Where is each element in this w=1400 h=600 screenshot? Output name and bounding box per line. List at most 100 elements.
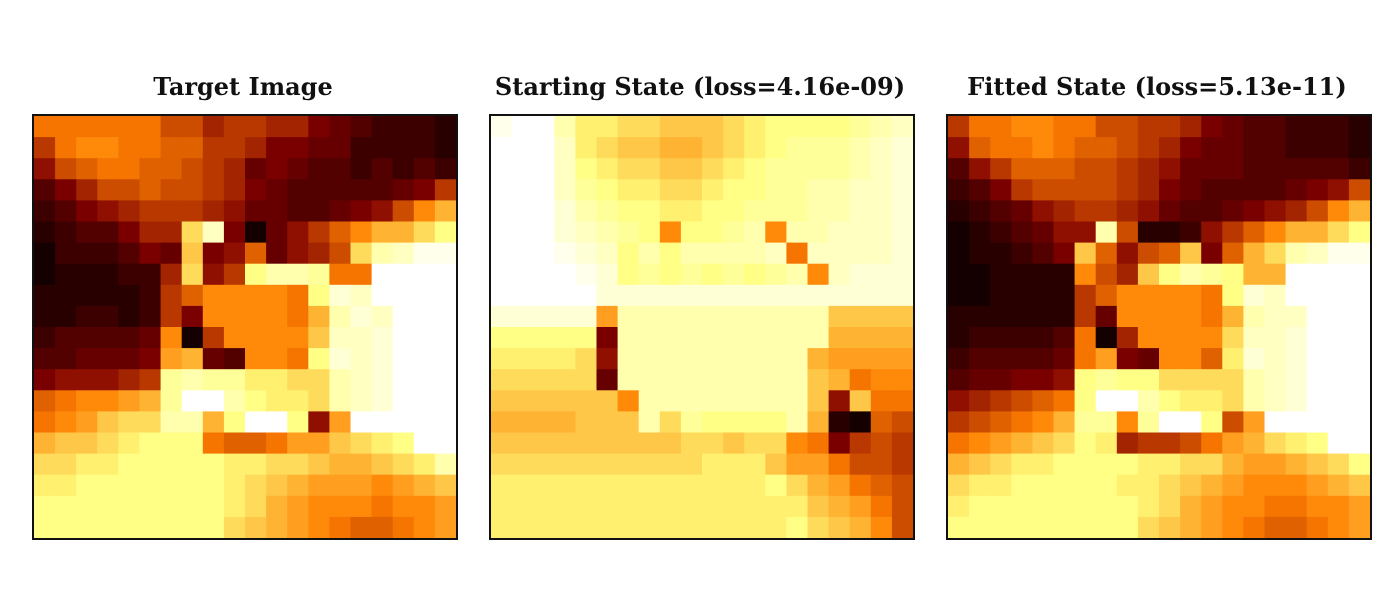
- heatmap-cell: [1180, 305, 1202, 328]
- heatmap-cell: [1348, 348, 1370, 370]
- heatmap-cell: [118, 516, 140, 538]
- heatmap-cell: [891, 116, 913, 138]
- heatmap-cell: [1053, 263, 1076, 286]
- heatmap-cell: [287, 453, 309, 476]
- heatmap-cell: [1137, 221, 1160, 244]
- heatmap-cell: [139, 305, 162, 328]
- heatmap-cell: [891, 432, 913, 455]
- heatmap-cell: [1327, 390, 1350, 412]
- heatmap-cell: [786, 495, 808, 518]
- heatmap-cell: [512, 221, 534, 244]
- heatmap-cell: [329, 327, 351, 349]
- heatmap-cell: [55, 200, 77, 222]
- heatmap-cell: [554, 158, 576, 180]
- heatmap-cell: [659, 390, 682, 412]
- heatmap-cell: [1327, 242, 1350, 265]
- heatmap-cell: [828, 327, 851, 349]
- heatmap-cell: [828, 242, 851, 265]
- heatmap-cell: [413, 369, 436, 391]
- heatmap-cell: [969, 474, 991, 497]
- heatmap-cell: [371, 284, 394, 307]
- heatmap-cell: [223, 263, 246, 286]
- heatmap-cell: [413, 137, 436, 159]
- heatmap-cell: [1095, 242, 1118, 265]
- heatmap-cell: [1074, 305, 1097, 328]
- heatmap-cell: [1180, 221, 1202, 244]
- heatmap-cell: [596, 348, 619, 370]
- heatmap-cell: [596, 200, 619, 222]
- heatmap-cell: [413, 390, 436, 412]
- heatmap-cell: [1306, 200, 1329, 222]
- heatmap-cell: [223, 116, 246, 138]
- heatmap-cell: [245, 432, 267, 455]
- heatmap-cell: [1222, 200, 1244, 222]
- heatmap-cell: [245, 284, 267, 307]
- heatmap-cell: [807, 179, 830, 201]
- heatmap-cell: [1201, 327, 1223, 349]
- heatmap-cell: [1180, 137, 1202, 159]
- heatmap-cell: [1032, 516, 1054, 538]
- heatmap-cell: [1074, 516, 1097, 538]
- heatmap-cell: [702, 179, 724, 201]
- heatmap-cell: [1243, 305, 1265, 328]
- heatmap-cell: [392, 263, 415, 286]
- heatmap-cell: [990, 137, 1012, 159]
- heatmap-cell: [870, 263, 893, 286]
- heatmap-cell: [350, 242, 373, 265]
- heatmap-cell: [617, 200, 640, 222]
- heatmap-cell: [807, 453, 830, 476]
- heatmap-cell: [870, 284, 893, 307]
- heatmap-cell: [1032, 200, 1054, 222]
- heatmap-cell: [350, 137, 373, 159]
- heatmap-cell: [680, 369, 703, 391]
- heatmap-cell: [765, 284, 787, 307]
- heatmap-cell: [659, 327, 682, 349]
- heatmap-cell: [223, 495, 246, 518]
- heatmap-cell: [969, 369, 991, 391]
- heatmap-cell: [245, 390, 267, 412]
- heatmap-cell: [969, 200, 991, 222]
- heatmap-cell: [1116, 263, 1139, 286]
- heatmap-cell: [1348, 242, 1370, 265]
- heatmap-cell: [1095, 348, 1118, 370]
- heatmap-cell: [891, 263, 913, 286]
- heatmap-cell: [1327, 116, 1350, 138]
- heatmap-cell: [1074, 474, 1097, 497]
- heatmap-fitted: [946, 114, 1372, 540]
- heatmap-cell: [139, 221, 162, 244]
- heatmap-cell: [223, 137, 246, 159]
- heatmap-cell: [744, 242, 766, 265]
- heatmap-cell: [1011, 116, 1033, 138]
- heatmap-cell: [849, 411, 872, 433]
- heatmap-cell: [807, 327, 830, 349]
- heatmap-cell: [118, 200, 140, 222]
- heatmap-cell: [596, 411, 619, 433]
- heatmap-cell: [828, 411, 851, 433]
- heatmap-cell: [1264, 495, 1287, 518]
- heatmap-cell: [308, 158, 330, 180]
- heatmap-cell: [969, 305, 991, 328]
- heatmap-cell: [702, 221, 724, 244]
- heatmap-cell: [413, 495, 436, 518]
- heatmap-cell: [202, 137, 225, 159]
- heatmap-cell: [680, 495, 703, 518]
- heatmap-cell: [97, 516, 119, 538]
- heatmap-cell: [828, 221, 851, 244]
- heatmap-cell: [1264, 242, 1287, 265]
- heatmap-cell: [76, 474, 98, 497]
- heatmap-cell: [329, 453, 351, 476]
- heatmap-cell: [1116, 137, 1139, 159]
- heatmap-cell: [1348, 179, 1370, 201]
- heatmap-cell: [76, 348, 98, 370]
- heatmap-cell: [413, 284, 436, 307]
- heatmap-cell: [1074, 369, 1097, 391]
- heatmap-cell: [1074, 221, 1097, 244]
- heatmap-cell: [870, 348, 893, 370]
- heatmap-cell: [659, 474, 682, 497]
- heatmap-cell: [575, 158, 597, 180]
- heatmap-cell: [849, 495, 872, 518]
- heatmap-cell: [371, 137, 394, 159]
- heatmap-cell: [266, 369, 288, 391]
- heatmap-cell: [659, 348, 682, 370]
- heatmap-cell: [638, 348, 661, 370]
